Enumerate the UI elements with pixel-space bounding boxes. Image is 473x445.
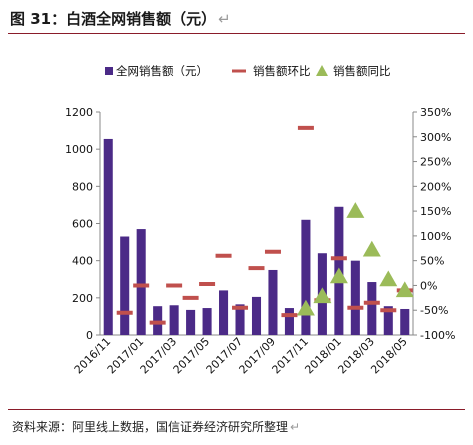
legend-swatch-bar xyxy=(105,67,113,75)
legend-label-bar: 全网销售额（元） xyxy=(116,64,208,78)
bar xyxy=(284,308,294,335)
legend-label-yoy: 销售额同比 xyxy=(333,64,391,78)
legend: 全网销售额（元） 销售额环比 销售额同比 xyxy=(105,64,391,78)
y-tick-label-right: 350% xyxy=(420,106,451,119)
yoy-marker xyxy=(296,299,315,316)
legend-swatch-yoy xyxy=(316,65,328,76)
y-tick-label-left: 200 xyxy=(72,292,93,305)
source-note: 资料来源：阿里线上数据，国信证券经济研究所整理 ↵ xyxy=(12,418,300,435)
bar xyxy=(136,229,146,335)
y-tick-label-right: -50% xyxy=(420,304,448,317)
yoy-marker xyxy=(362,240,381,257)
bar xyxy=(169,305,179,335)
yoy-marker xyxy=(346,202,365,218)
y-tick-label-right: -100% xyxy=(420,329,455,342)
bar-series xyxy=(103,138,410,335)
bar xyxy=(301,219,311,335)
bar xyxy=(383,306,393,335)
bar xyxy=(268,269,278,335)
y-tick-label-right: 300% xyxy=(420,131,451,144)
source-text: 资料来源：阿里线上数据，国信证券经济研究所整理 xyxy=(12,420,289,434)
bar xyxy=(186,309,196,335)
axes xyxy=(96,111,417,336)
y-tick-label-left: 1000 xyxy=(65,143,93,156)
y-tick-label-left: 1200 xyxy=(65,106,93,119)
y-tick-label-right: 150% xyxy=(420,205,451,218)
bar xyxy=(350,260,360,335)
legend-item-mom: 销售额环比 xyxy=(232,64,311,78)
figure-title-text: 图 31：白酒全网销售额（元） xyxy=(10,10,217,28)
source-rule xyxy=(8,409,465,410)
y-tick-label-left: 600 xyxy=(72,218,93,231)
y-tick-label-left: 800 xyxy=(72,180,93,193)
return-mark: ↵ xyxy=(218,10,231,28)
bar xyxy=(251,296,262,335)
legend-item-bar: 全网销售额（元） xyxy=(105,64,208,78)
bar xyxy=(235,304,245,335)
bar xyxy=(367,282,377,335)
yoy-marker xyxy=(313,287,332,304)
yoy-marker xyxy=(329,267,348,284)
yoy-series xyxy=(296,202,414,316)
y-tick-label-left: 0 xyxy=(86,329,93,342)
y-tick-label-right: 100% xyxy=(420,230,451,243)
return-mark: ↵ xyxy=(290,420,301,434)
bar xyxy=(202,308,212,335)
bar xyxy=(400,308,410,335)
bar xyxy=(219,290,229,335)
bar xyxy=(153,306,163,335)
x-tick-label: 2018/05 xyxy=(368,335,410,377)
yoy-marker xyxy=(395,281,414,298)
legend-item-yoy: 销售额同比 xyxy=(316,64,391,78)
legend-label-mom: 销售额环比 xyxy=(253,64,311,78)
bar xyxy=(103,138,113,335)
y-tick-label-right: 50% xyxy=(420,255,444,268)
y-tick-label-right: 250% xyxy=(420,156,451,169)
bar xyxy=(120,236,130,335)
figure-title: 图 31：白酒全网销售额（元） ↵ xyxy=(10,8,231,29)
y-tick-label-right: 200% xyxy=(420,180,451,193)
y-tick-label-right: 0% xyxy=(420,279,437,292)
yoy-marker xyxy=(379,270,398,287)
y-tick-label-left: 400 xyxy=(72,255,93,268)
title-rule xyxy=(8,33,465,34)
